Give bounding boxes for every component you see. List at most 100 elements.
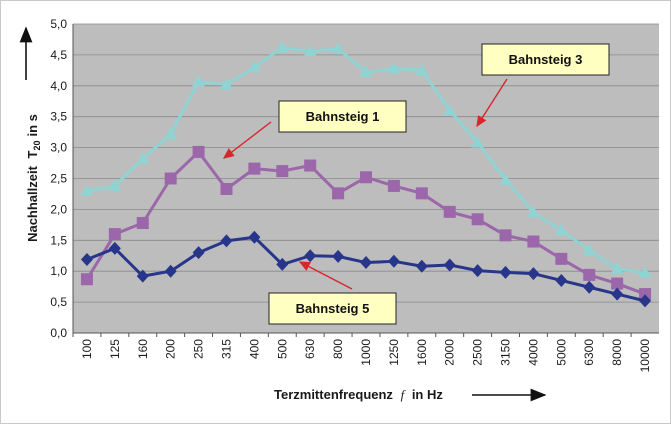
data-point	[387, 254, 400, 268]
data-point	[331, 42, 345, 54]
data-point	[610, 262, 624, 274]
data-point	[304, 249, 317, 263]
data-point	[499, 173, 513, 185]
data-point	[443, 104, 457, 116]
data-point	[164, 172, 177, 185]
y-axis-symbol: T	[25, 150, 40, 158]
x-tick-label: 800	[331, 339, 345, 359]
y-tick-label: 2,5	[50, 172, 67, 186]
data-point	[220, 234, 233, 248]
y-tick-label: 2,0	[50, 202, 67, 216]
y-axis-unit: in s	[25, 114, 40, 136]
data-point	[108, 179, 122, 191]
data-point	[164, 264, 177, 278]
annotation-arrow	[298, 261, 353, 290]
annotation-box	[481, 43, 610, 76]
data-point	[415, 187, 428, 200]
y-tick-label: 3,5	[50, 110, 67, 124]
annotation-box	[268, 292, 397, 325]
annotation-label: Bahnsteig 5	[296, 301, 370, 316]
data-point	[471, 213, 484, 226]
x-tick-label: 3150	[499, 339, 513, 366]
data-point	[415, 259, 428, 273]
data-point	[555, 252, 568, 265]
x-tick-label: 200	[164, 339, 178, 359]
x-tick-label: 100	[80, 339, 94, 359]
data-point	[303, 44, 317, 57]
data-point	[108, 241, 121, 255]
annotation-arrow	[222, 121, 272, 159]
data-point	[582, 243, 596, 256]
data-point	[360, 256, 372, 270]
x-tick-label: 500	[275, 339, 289, 359]
data-point	[387, 61, 401, 74]
data-point	[248, 162, 261, 175]
x-tick-label: 5000	[554, 339, 568, 366]
x-tick-label: 250	[192, 339, 206, 359]
x-tick-label: 400	[247, 339, 261, 359]
data-point	[192, 74, 206, 87]
data-point	[80, 184, 94, 196]
x-tick-label: 1600	[415, 339, 429, 366]
y-tick-label: 5,0	[50, 17, 67, 31]
x-tick-label: 2500	[471, 339, 485, 366]
y-tick-label: 1,0	[50, 264, 67, 278]
y-tick-label: 1,5	[50, 233, 67, 247]
data-point	[360, 171, 372, 184]
annotation-arrow	[476, 78, 508, 128]
data-point	[554, 223, 568, 236]
x-tick-label: 160	[136, 339, 150, 359]
x-tick-labels: 100 125 160 200 250 315 400 500 630 800 1000 1250 16…	[72, 333, 652, 373]
data-point	[526, 205, 540, 218]
annotation-bahnsteig-5: Bahnsteig 5	[268, 261, 397, 325]
data-point	[332, 249, 345, 263]
x-tick-label: 630	[303, 339, 317, 359]
data-point	[555, 273, 568, 287]
y-axis-subscript: 20	[32, 140, 42, 150]
data-point	[332, 187, 345, 200]
data-point	[164, 127, 178, 140]
svg-text:Nachhallzeit T20in s: Nachhallzeit T20 in s	[25, 114, 42, 242]
series-bahnsteig-5	[80, 230, 652, 308]
data-point	[276, 257, 289, 271]
x-tick-label: 1250	[387, 339, 401, 366]
data-point	[611, 277, 624, 290]
data-point	[499, 265, 512, 279]
data-point	[499, 229, 512, 242]
data-point	[387, 179, 400, 192]
annotation-box	[278, 100, 407, 133]
x-tick-label: 6300	[582, 339, 596, 366]
y-axis-label: Nachhallzeit	[25, 165, 40, 242]
x-axis-unit: in Hz	[412, 387, 444, 402]
data-point	[275, 40, 289, 53]
data-point	[638, 266, 652, 279]
y-tick-labels: 0,0 0,5 1,0 1,5 2,0 2,5 3,0 3,5 4,0 4,5 5,0	[50, 17, 67, 340]
x-tick-label: 1000	[359, 339, 373, 366]
x-tick-label: 10000	[638, 339, 652, 373]
data-point	[136, 216, 149, 229]
data-point	[443, 205, 456, 218]
data-point	[220, 183, 233, 196]
data-point	[527, 267, 540, 281]
data-point	[583, 280, 596, 294]
x-tick-label: 315	[219, 339, 233, 359]
series-bahnsteig-3	[80, 40, 652, 279]
y-tick-label: 3,0	[50, 141, 67, 155]
annotations: Bahnsteig 3 Bahnsteig 1 Bahnsteig 5	[222, 43, 610, 325]
data-point	[611, 287, 624, 301]
x-axis-symbol: f	[401, 387, 407, 402]
data-point	[639, 288, 652, 301]
data-point	[219, 78, 233, 90]
data-point	[80, 252, 93, 266]
annotation-label: Bahnsteig 1	[306, 109, 380, 124]
data-point	[443, 258, 456, 272]
y-tick-label: 4,5	[50, 48, 67, 62]
series-bahnsteig-1	[80, 145, 652, 301]
x-axis-title: Terzmittenfrequenz f in Hz	[274, 387, 443, 402]
data-point	[192, 246, 205, 260]
annotation-bahnsteig-3: Bahnsteig 3	[476, 43, 610, 128]
data-point	[108, 228, 121, 241]
annotation-label: Bahnsteig 3	[509, 52, 583, 67]
x-tick-label: 2000	[443, 339, 457, 366]
x-tick-label: 4000	[526, 339, 540, 366]
